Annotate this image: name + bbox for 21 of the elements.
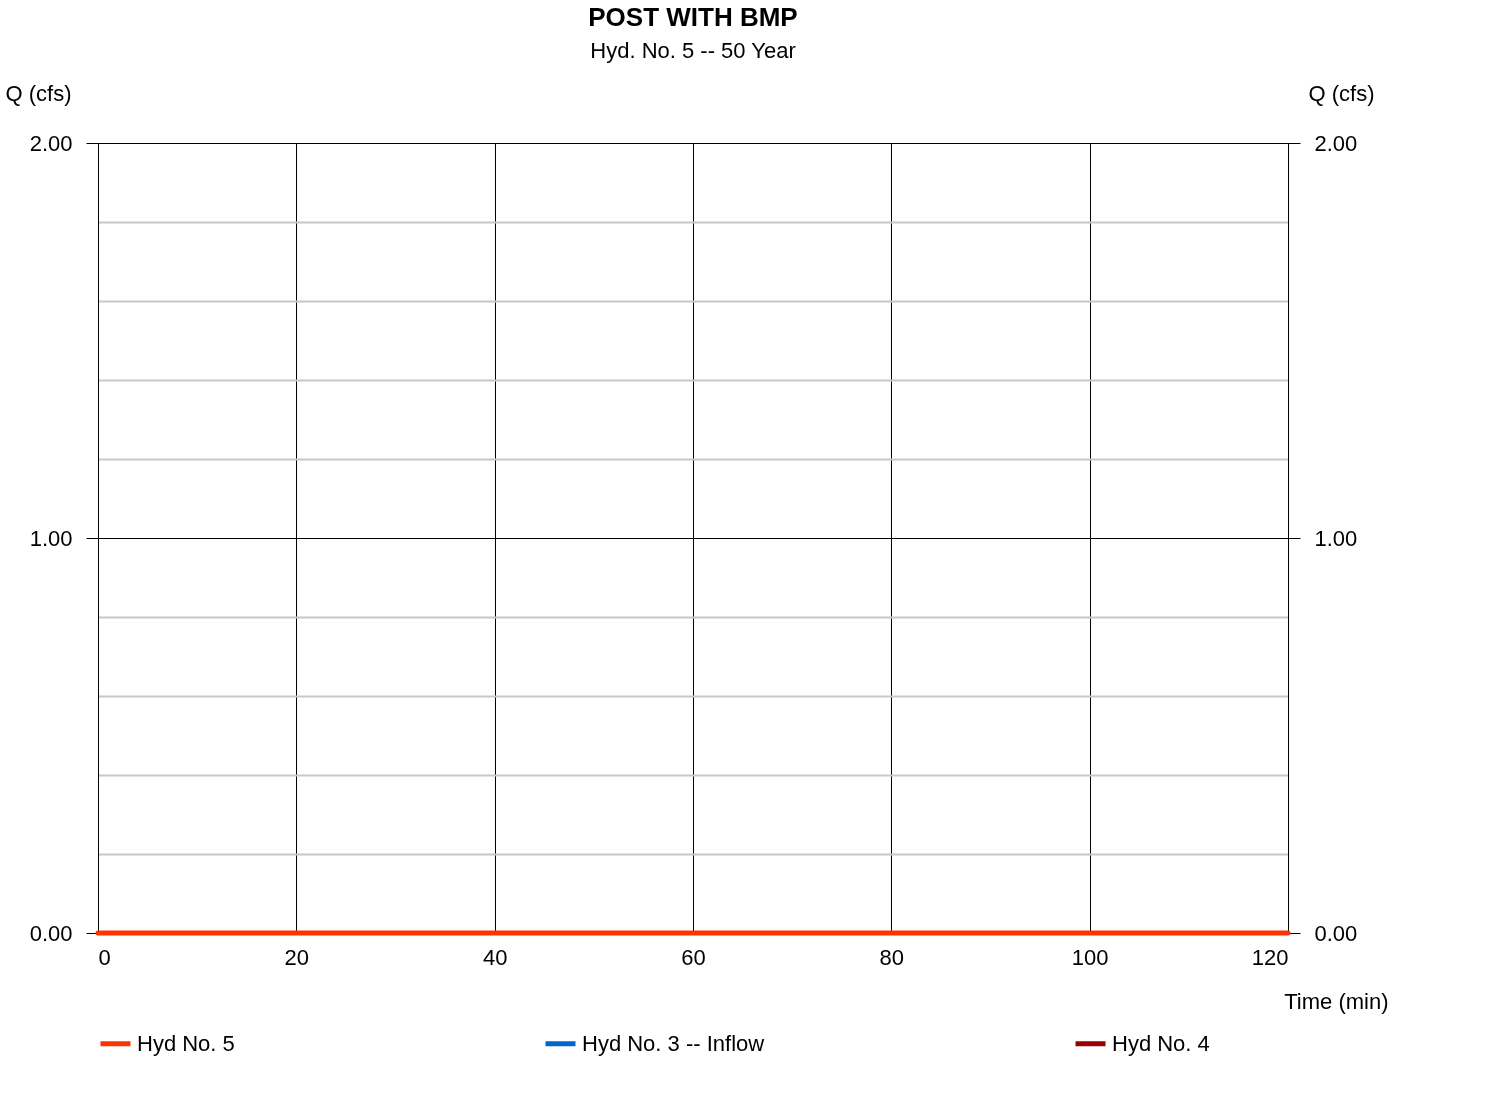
x-tick-label: 0 [98,944,111,970]
y2-axis-title: Q (cfs) [1308,80,1375,106]
y2-tick-label: 2.00 [1314,130,1358,156]
y-tick-label: 1.00 [29,525,73,551]
y-tick-label: 2.00 [29,130,73,156]
y2-tick-label: 1.00 [1314,525,1358,551]
x-tick-label: 120 [1251,944,1289,970]
chart-subtitle: Hyd. No. 5 -- 50 Year [590,38,796,63]
y2-tick-label: 0.00 [1314,920,1358,946]
x-tick-label: 20 [284,944,310,970]
x-tick-label: 80 [879,944,905,970]
x-tick-label: 40 [482,944,508,970]
x-tick-label: 60 [681,944,706,970]
legend-label: Hyd No. 4 [1112,1030,1210,1056]
chart-title: POST WITH BMP [588,2,798,32]
y-tick-label: 0.00 [29,920,73,946]
x-axis-title: Time (min) [1284,988,1389,1014]
x-tick-label: 100 [1071,944,1109,970]
legend-label: Hyd No. 5 [137,1030,235,1056]
legend-label: Hyd No. 3 -- Inflow [582,1030,765,1056]
y-axis-title: Q (cfs) [5,80,72,106]
